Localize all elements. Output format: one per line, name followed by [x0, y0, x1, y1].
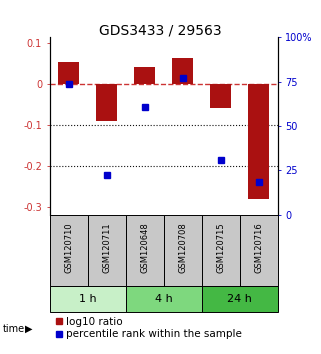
Text: GSM120715: GSM120715 — [216, 222, 225, 273]
Bar — [96, 84, 117, 121]
Text: 4 h: 4 h — [155, 294, 173, 304]
FancyBboxPatch shape — [240, 215, 278, 286]
FancyBboxPatch shape — [164, 215, 202, 286]
Text: 24 h: 24 h — [227, 294, 252, 304]
FancyBboxPatch shape — [126, 286, 202, 312]
FancyBboxPatch shape — [202, 215, 240, 286]
Bar — [58, 62, 79, 84]
Bar — [134, 67, 155, 84]
Text: GSM120708: GSM120708 — [178, 222, 187, 273]
Legend: log10 ratio, percentile rank within the sample: log10 ratio, percentile rank within the … — [55, 317, 242, 339]
Text: time: time — [3, 324, 25, 333]
Text: GSM120648: GSM120648 — [140, 222, 149, 273]
Text: GSM120716: GSM120716 — [254, 222, 263, 273]
Bar — [248, 84, 269, 199]
FancyBboxPatch shape — [88, 215, 126, 286]
Text: GSM120710: GSM120710 — [64, 222, 73, 273]
Bar — [210, 84, 231, 108]
FancyBboxPatch shape — [202, 286, 278, 312]
FancyBboxPatch shape — [50, 286, 126, 312]
Text: 1 h: 1 h — [79, 294, 97, 304]
FancyBboxPatch shape — [50, 215, 88, 286]
Text: ▶: ▶ — [25, 324, 32, 333]
Text: GSM120711: GSM120711 — [102, 222, 111, 273]
Text: GDS3433 / 29563: GDS3433 / 29563 — [99, 23, 222, 37]
FancyBboxPatch shape — [126, 215, 164, 286]
Bar — [172, 58, 193, 84]
